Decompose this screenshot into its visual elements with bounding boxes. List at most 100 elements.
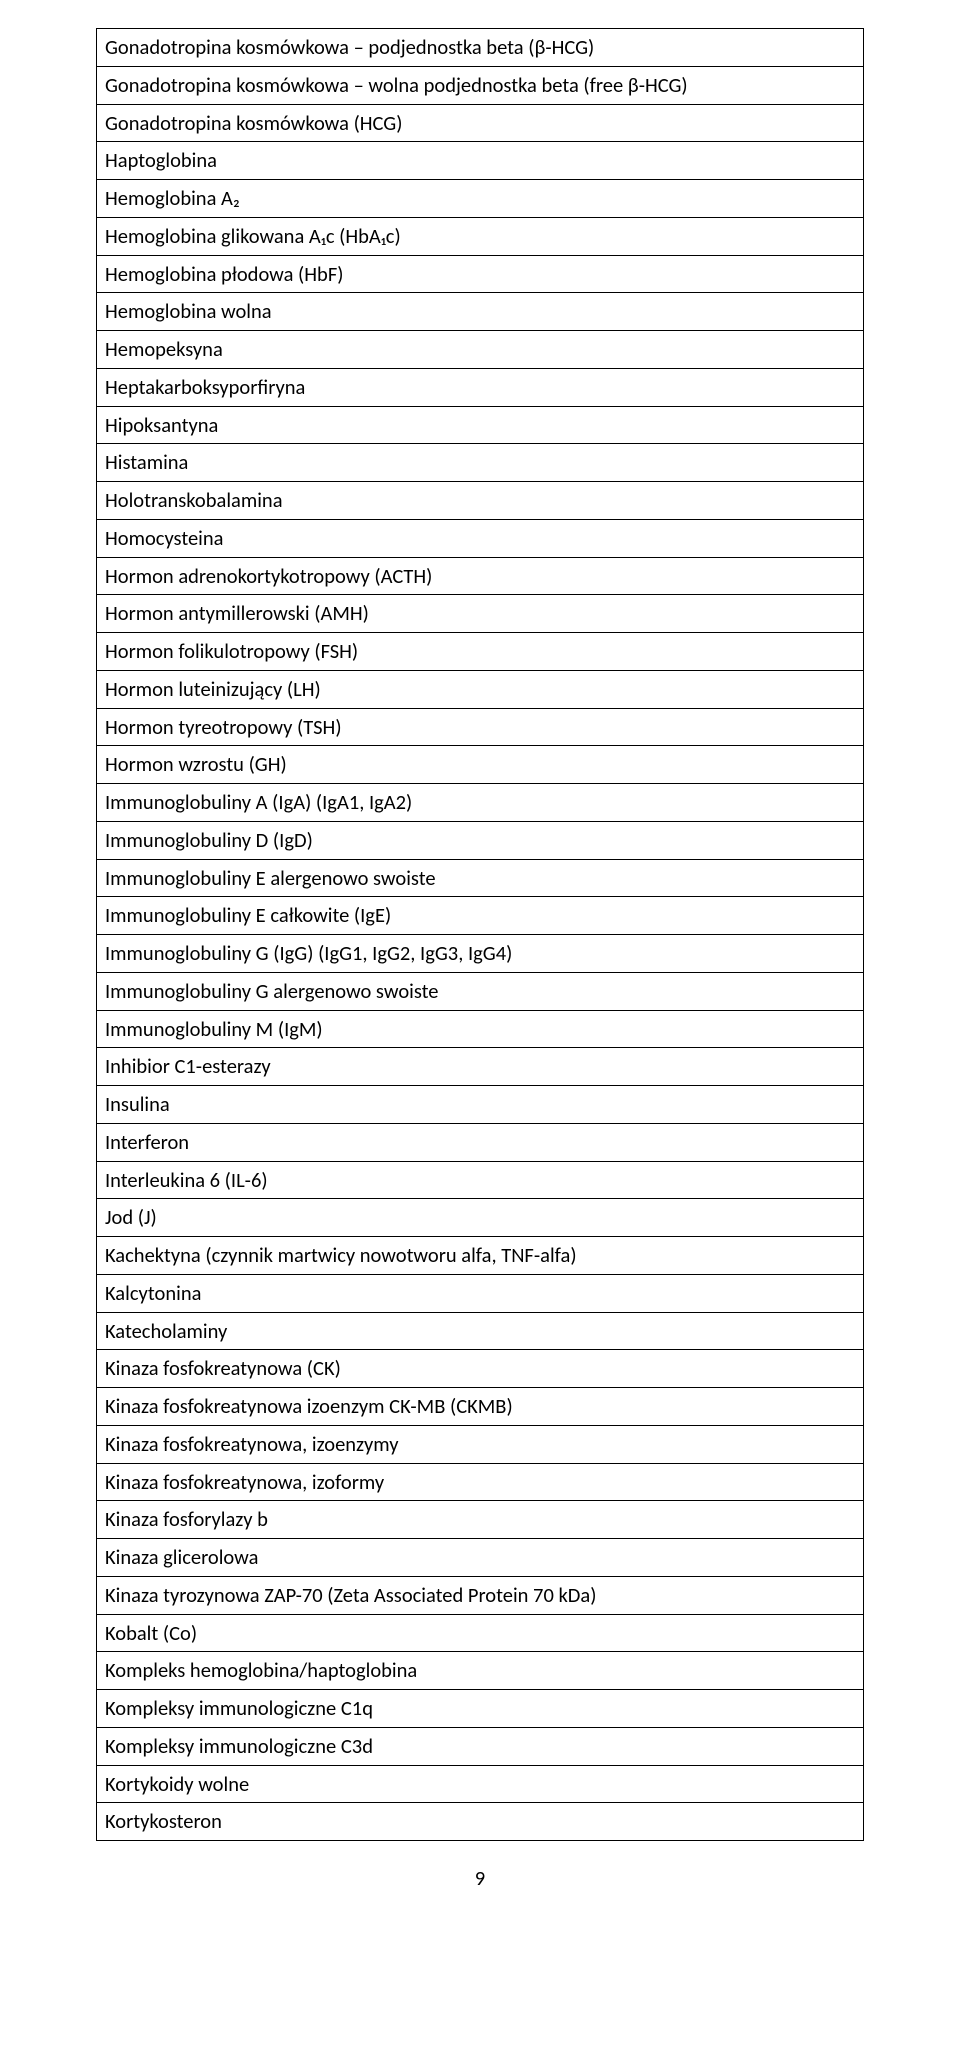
table-row: Hemopeksyna <box>97 331 864 369</box>
term-cell: Homocysteina <box>97 519 864 557</box>
term-cell: Katecholaminy <box>97 1312 864 1350</box>
term-cell: Kortykoidy wolne <box>97 1765 864 1803</box>
table-row: Kachektyna (czynnik martwicy nowotworu a… <box>97 1237 864 1275</box>
term-cell: Immunoglobuliny A (IgA) (IgA1, IgA2) <box>97 784 864 822</box>
table-row: Homocysteina <box>97 519 864 557</box>
table-row: Kinaza tyrozynowa ZAP-70 (Zeta Associate… <box>97 1576 864 1614</box>
term-cell: Kobalt (Co) <box>97 1614 864 1652</box>
term-cell: Kinaza fosfokreatynowa izoenzym CK-MB (C… <box>97 1388 864 1426</box>
table-row: Insulina <box>97 1086 864 1124</box>
term-cell: Immunoglobuliny M (IgM) <box>97 1010 864 1048</box>
term-cell: Hemoglobina glikowana A₁c (HbA₁c) <box>97 217 864 255</box>
page-number: 9 <box>96 1865 864 1891</box>
table-row: Hormon adrenokortykotropowy (ACTH) <box>97 557 864 595</box>
table-row: Kortykosteron <box>97 1803 864 1841</box>
table-row: Hemoglobina wolna <box>97 293 864 331</box>
term-cell: Gonadotropina kosmówkowa – wolna podjedn… <box>97 66 864 104</box>
term-cell: Inhibior C1-esterazy <box>97 1048 864 1086</box>
term-cell: Haptoglobina <box>97 142 864 180</box>
table-row: Hormon luteinizujący (LH) <box>97 670 864 708</box>
term-cell: Immunoglobuliny D (IgD) <box>97 821 864 859</box>
term-cell: Hemoglobina A₂ <box>97 180 864 218</box>
table-row: Gonadotropina kosmówkowa – podjednostka … <box>97 29 864 67</box>
term-cell: Kortykosteron <box>97 1803 864 1841</box>
table-row: Hemoglobina glikowana A₁c (HbA₁c) <box>97 217 864 255</box>
term-cell: Hormon luteinizujący (LH) <box>97 670 864 708</box>
term-cell: Interferon <box>97 1123 864 1161</box>
term-cell: Kompleksy immunologiczne C3d <box>97 1727 864 1765</box>
term-cell: Kachektyna (czynnik martwicy nowotworu a… <box>97 1237 864 1275</box>
term-cell: Kinaza fosforylazy b <box>97 1501 864 1539</box>
table-row: Haptoglobina <box>97 142 864 180</box>
table-row: Immunoglobuliny E całkowite (IgE) <box>97 897 864 935</box>
term-cell: Kompleks hemoglobina/haptoglobina <box>97 1652 864 1690</box>
term-cell: Kinaza fosfokreatynowa, izoenzymy <box>97 1425 864 1463</box>
table-row: Kinaza glicerolowa <box>97 1539 864 1577</box>
term-cell: Histamina <box>97 444 864 482</box>
table-row: Kobalt (Co) <box>97 1614 864 1652</box>
term-cell: Interleukina 6 (IL-6) <box>97 1161 864 1199</box>
term-cell: Hemoglobina wolna <box>97 293 864 331</box>
table-row: Gonadotropina kosmówkowa – wolna podjedn… <box>97 66 864 104</box>
table-row: Inhibior C1-esterazy <box>97 1048 864 1086</box>
term-cell: Gonadotropina kosmówkowa – podjednostka … <box>97 29 864 67</box>
term-cell: Hormon antymillerowski (AMH) <box>97 595 864 633</box>
term-cell: Kinaza tyrozynowa ZAP-70 (Zeta Associate… <box>97 1576 864 1614</box>
table-row: Gonadotropina kosmówkowa (HCG) <box>97 104 864 142</box>
term-cell: Immunoglobuliny G (IgG) (IgG1, IgG2, IgG… <box>97 935 864 973</box>
term-cell: Kinaza fosfokreatynowa, izoformy <box>97 1463 864 1501</box>
terms-table: Gonadotropina kosmówkowa – podjednostka … <box>96 28 864 1841</box>
table-row: Hormon antymillerowski (AMH) <box>97 595 864 633</box>
term-cell: Hormon tyreotropowy (TSH) <box>97 708 864 746</box>
table-row: Kompleksy immunologiczne C3d <box>97 1727 864 1765</box>
table-row: Kinaza fosfokreatynowa, izoenzymy <box>97 1425 864 1463</box>
term-cell: Kalcytonina <box>97 1274 864 1312</box>
table-row: Hipoksantyna <box>97 406 864 444</box>
table-row: Immunoglobuliny M (IgM) <box>97 1010 864 1048</box>
table-row: Kinaza fosfokreatynowa, izoformy <box>97 1463 864 1501</box>
table-row: Hemoglobina A₂ <box>97 180 864 218</box>
table-row: Histamina <box>97 444 864 482</box>
table-row: Jod (J) <box>97 1199 864 1237</box>
table-row: Holotranskobalamina <box>97 482 864 520</box>
term-cell: Gonadotropina kosmówkowa (HCG) <box>97 104 864 142</box>
table-row: Kortykoidy wolne <box>97 1765 864 1803</box>
terms-tbody: Gonadotropina kosmówkowa – podjednostka … <box>97 29 864 1841</box>
table-row: Immunoglobuliny A (IgA) (IgA1, IgA2) <box>97 784 864 822</box>
term-cell: Hipoksantyna <box>97 406 864 444</box>
term-cell: Insulina <box>97 1086 864 1124</box>
table-row: Immunoglobuliny D (IgD) <box>97 821 864 859</box>
term-cell: Hormon wzrostu (GH) <box>97 746 864 784</box>
term-cell: Hormon folikulotropowy (FSH) <box>97 633 864 671</box>
table-row: Interferon <box>97 1123 864 1161</box>
table-row: Kalcytonina <box>97 1274 864 1312</box>
term-cell: Kinaza fosfokreatynowa (CK) <box>97 1350 864 1388</box>
table-row: Kinaza fosfokreatynowa (CK) <box>97 1350 864 1388</box>
table-row: Kinaza fosforylazy b <box>97 1501 864 1539</box>
term-cell: Heptakarboksyporfiryna <box>97 368 864 406</box>
table-row: Heptakarboksyporfiryna <box>97 368 864 406</box>
term-cell: Immunoglobuliny G alergenowo swoiste <box>97 972 864 1010</box>
table-row: Hormon folikulotropowy (FSH) <box>97 633 864 671</box>
term-cell: Hormon adrenokortykotropowy (ACTH) <box>97 557 864 595</box>
term-cell: Kinaza glicerolowa <box>97 1539 864 1577</box>
table-row: Immunoglobuliny G alergenowo swoiste <box>97 972 864 1010</box>
term-cell: Immunoglobuliny E całkowite (IgE) <box>97 897 864 935</box>
table-row: Kinaza fosfokreatynowa izoenzym CK-MB (C… <box>97 1388 864 1426</box>
table-row: Immunoglobuliny E alergenowo swoiste <box>97 859 864 897</box>
table-row: Interleukina 6 (IL-6) <box>97 1161 864 1199</box>
table-row: Kompleksy immunologiczne C1q <box>97 1690 864 1728</box>
term-cell: Immunoglobuliny E alergenowo swoiste <box>97 859 864 897</box>
term-cell: Hemoglobina płodowa (HbF) <box>97 255 864 293</box>
table-row: Hormon tyreotropowy (TSH) <box>97 708 864 746</box>
table-row: Hemoglobina płodowa (HbF) <box>97 255 864 293</box>
term-cell: Hemopeksyna <box>97 331 864 369</box>
term-cell: Kompleksy immunologiczne C1q <box>97 1690 864 1728</box>
table-row: Hormon wzrostu (GH) <box>97 746 864 784</box>
table-row: Kompleks hemoglobina/haptoglobina <box>97 1652 864 1690</box>
term-cell: Holotranskobalamina <box>97 482 864 520</box>
table-row: Katecholaminy <box>97 1312 864 1350</box>
table-row: Immunoglobuliny G (IgG) (IgG1, IgG2, IgG… <box>97 935 864 973</box>
term-cell: Jod (J) <box>97 1199 864 1237</box>
document-page: Gonadotropina kosmówkowa – podjednostka … <box>0 0 960 1931</box>
